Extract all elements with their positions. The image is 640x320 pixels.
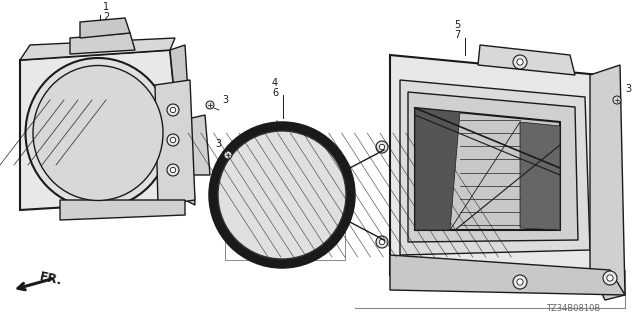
Circle shape xyxy=(170,137,176,143)
Polygon shape xyxy=(590,65,625,300)
Text: 3: 3 xyxy=(625,84,631,94)
Text: FR.: FR. xyxy=(38,270,63,288)
Polygon shape xyxy=(478,45,575,75)
Circle shape xyxy=(517,279,523,285)
Text: 6: 6 xyxy=(272,88,278,98)
Text: 1: 1 xyxy=(103,2,109,12)
Text: 4: 4 xyxy=(272,78,278,88)
Polygon shape xyxy=(400,80,590,255)
Circle shape xyxy=(170,107,176,113)
Polygon shape xyxy=(183,115,210,175)
Polygon shape xyxy=(390,55,610,275)
Polygon shape xyxy=(390,255,625,295)
Circle shape xyxy=(167,164,179,176)
Text: 7: 7 xyxy=(454,30,460,40)
Circle shape xyxy=(607,275,613,281)
Text: 2: 2 xyxy=(103,12,109,22)
Polygon shape xyxy=(408,92,578,242)
Circle shape xyxy=(380,144,385,150)
Polygon shape xyxy=(20,38,175,60)
Text: TZ34B0810B: TZ34B0810B xyxy=(546,304,600,313)
Circle shape xyxy=(170,167,176,173)
Ellipse shape xyxy=(26,58,170,208)
Circle shape xyxy=(218,131,346,259)
Circle shape xyxy=(513,275,527,289)
Circle shape xyxy=(376,236,388,248)
Text: 5: 5 xyxy=(454,20,460,30)
Polygon shape xyxy=(415,108,560,230)
Polygon shape xyxy=(415,108,460,230)
Circle shape xyxy=(224,151,232,159)
Circle shape xyxy=(513,55,527,69)
Circle shape xyxy=(380,239,385,245)
Polygon shape xyxy=(80,18,130,38)
Circle shape xyxy=(210,123,354,267)
Circle shape xyxy=(206,101,214,109)
Polygon shape xyxy=(20,50,185,210)
Polygon shape xyxy=(170,45,195,205)
Circle shape xyxy=(167,104,179,116)
Text: 3: 3 xyxy=(222,95,228,105)
Polygon shape xyxy=(60,200,185,220)
Ellipse shape xyxy=(33,66,163,201)
Circle shape xyxy=(517,59,523,65)
Polygon shape xyxy=(155,80,195,205)
Text: 3: 3 xyxy=(215,139,221,149)
Circle shape xyxy=(167,134,179,146)
Polygon shape xyxy=(70,33,135,54)
Circle shape xyxy=(376,141,388,153)
Circle shape xyxy=(603,271,617,285)
Polygon shape xyxy=(520,122,560,230)
Circle shape xyxy=(613,96,621,104)
